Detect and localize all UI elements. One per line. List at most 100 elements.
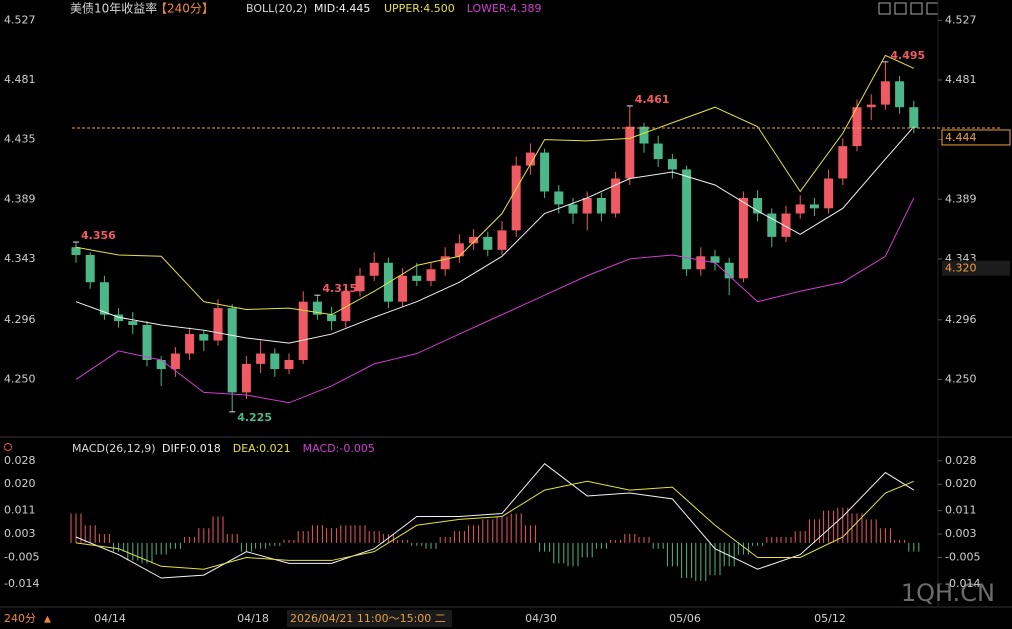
chart-title: 美债10年收益率	[70, 1, 157, 16]
y-tick-label: 4.250	[945, 372, 977, 385]
indicator-line	[75, 126, 915, 344]
y-tick-label: -0.005	[945, 551, 980, 564]
candle-body	[256, 353, 266, 364]
candle-body	[270, 353, 280, 370]
y-tick-label: 4.389	[945, 192, 977, 205]
period-button[interactable]: 240分	[4, 612, 36, 625]
candle-body	[99, 282, 109, 315]
y-tick-label: -0.014	[4, 577, 39, 590]
candle-body	[469, 236, 479, 244]
candle-body	[369, 262, 379, 276]
y-tick-label: 4.481	[4, 73, 36, 86]
candle-body	[241, 363, 251, 393]
indicator-line	[75, 197, 915, 404]
tool-icon[interactable]	[878, 2, 891, 15]
y-tick-label: 0.011	[945, 504, 977, 517]
annotation: 4.356	[81, 229, 116, 242]
y-tick-label: -0.005	[4, 551, 39, 564]
candle-body	[767, 213, 777, 237]
y-tick-label: 4.343	[4, 252, 36, 265]
candle-body	[128, 321, 138, 325]
candle-body	[525, 152, 535, 166]
indicator-icon[interactable]	[4, 443, 12, 451]
annotation: 4.461	[635, 93, 670, 106]
watermark: 1QH.CN	[901, 579, 995, 607]
candle-body	[312, 301, 322, 315]
indicator-name: BOLL(20,2)	[246, 2, 307, 15]
x-tick-label: 05/06	[669, 612, 701, 625]
candle-body	[824, 178, 834, 209]
legend-entry: MACD:-0.005	[303, 442, 375, 455]
period-arrow[interactable]: ▲	[44, 615, 51, 625]
candle-body	[284, 360, 294, 370]
candle-body	[625, 126, 635, 179]
candle-body	[426, 269, 436, 281]
candle-body	[781, 213, 791, 237]
candle-body	[483, 236, 493, 250]
candle-body	[682, 169, 692, 270]
cursor-price-box	[942, 260, 1010, 276]
y-tick-label: 4.527	[4, 13, 36, 26]
candle-body	[866, 104, 876, 108]
candle-body	[185, 334, 195, 354]
x-tick-label: 04/18	[237, 612, 269, 625]
tool-icon[interactable]	[894, 2, 907, 15]
legend-entry: DIFF:0.018	[162, 442, 221, 455]
candle-body	[653, 143, 663, 160]
candle-body	[809, 204, 819, 209]
candle-body	[213, 308, 223, 341]
candle-body	[440, 256, 450, 270]
candle-body	[71, 247, 81, 255]
annotation: 4.315	[322, 282, 357, 295]
candle-body	[696, 256, 706, 270]
candle-body	[667, 159, 677, 170]
candle-body	[114, 314, 124, 322]
candle-body	[454, 243, 464, 257]
candle-body	[852, 107, 862, 147]
x-tick-label: 04/14	[94, 612, 126, 625]
candle-body	[611, 178, 621, 214]
candle-body	[511, 165, 521, 231]
candle-body	[795, 204, 805, 214]
candle-body	[497, 230, 507, 250]
x-tick-label: 04/30	[525, 612, 557, 625]
candle-body	[540, 152, 550, 192]
y-tick-label: 4.435	[4, 133, 36, 146]
candle-body	[327, 314, 337, 322]
candle-body	[156, 360, 166, 370]
crosshair-box	[287, 610, 452, 627]
y-tick-label: 0.028	[945, 454, 977, 467]
indicator-line	[75, 54, 915, 316]
last-price-box	[941, 129, 1011, 146]
candle-body	[170, 353, 180, 370]
candle-body	[355, 275, 365, 292]
crosshair-time: 2026/04/21 11:00～15:00 二	[290, 612, 446, 625]
tool-icon[interactable]	[926, 2, 939, 15]
candle-body	[142, 325, 152, 360]
y-tick-label: 4.296	[4, 313, 36, 326]
y-tick-label: -0.014	[945, 577, 980, 590]
period-label: 【240分】	[155, 2, 214, 16]
annotation: 4.495	[890, 49, 925, 62]
candle-body	[895, 81, 905, 108]
y-tick-label: 4.296	[945, 313, 977, 326]
candle-body	[412, 275, 422, 281]
toolbar	[878, 2, 939, 15]
candle-body	[568, 204, 578, 214]
y-tick-label: 0.020	[4, 477, 36, 490]
candle-body	[596, 197, 606, 214]
candle-body	[880, 81, 890, 105]
candle-body	[639, 126, 649, 144]
candle-body	[554, 191, 564, 205]
y-tick-label: 0.003	[945, 527, 977, 540]
y-tick-label: 0.011	[4, 504, 36, 517]
legend-entry: UPPER:4.500	[384, 2, 455, 15]
tool-icon[interactable]	[910, 2, 923, 15]
annotation: 4.225	[237, 411, 272, 424]
candle-body	[227, 308, 237, 393]
y-tick-label: 0.020	[945, 477, 977, 490]
cursor-price-label: 4.320	[945, 262, 977, 275]
legend-entry: DEA:0.021	[233, 442, 291, 455]
legend-entry: MID:4.445	[314, 2, 370, 15]
